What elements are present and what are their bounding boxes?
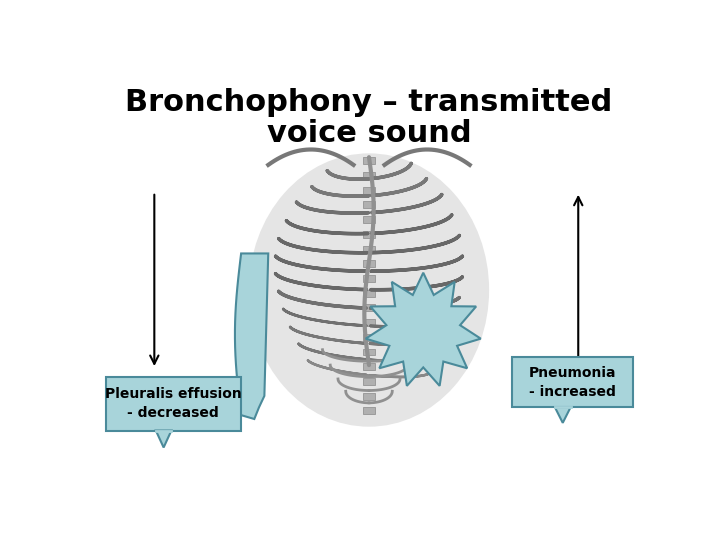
Bar bbox=[363, 363, 375, 370]
Text: Pleuralis effusion
- decreased: Pleuralis effusion - decreased bbox=[105, 387, 242, 420]
Bar bbox=[363, 201, 375, 208]
Bar bbox=[363, 157, 375, 164]
Bar bbox=[363, 260, 375, 267]
Text: voice sound: voice sound bbox=[266, 119, 472, 148]
FancyBboxPatch shape bbox=[106, 377, 241, 430]
Bar bbox=[363, 289, 375, 296]
Polygon shape bbox=[235, 253, 269, 419]
Bar bbox=[363, 378, 375, 385]
Polygon shape bbox=[156, 430, 171, 448]
Polygon shape bbox=[366, 273, 481, 386]
Ellipse shape bbox=[249, 153, 489, 427]
Bar bbox=[363, 275, 375, 282]
Bar bbox=[363, 393, 375, 400]
FancyBboxPatch shape bbox=[513, 357, 632, 408]
Bar bbox=[363, 348, 375, 355]
Text: Bronchophony – transmitted: Bronchophony – transmitted bbox=[125, 88, 613, 117]
Bar bbox=[363, 187, 375, 193]
Bar bbox=[363, 246, 375, 253]
Bar bbox=[363, 334, 375, 341]
Bar bbox=[363, 172, 375, 179]
Text: Pneumonia
- increased: Pneumonia - increased bbox=[528, 366, 616, 399]
Bar bbox=[363, 305, 375, 312]
Polygon shape bbox=[555, 408, 570, 423]
Bar bbox=[363, 216, 375, 223]
Bar bbox=[363, 408, 375, 414]
Bar bbox=[363, 319, 375, 326]
Bar bbox=[363, 231, 375, 238]
